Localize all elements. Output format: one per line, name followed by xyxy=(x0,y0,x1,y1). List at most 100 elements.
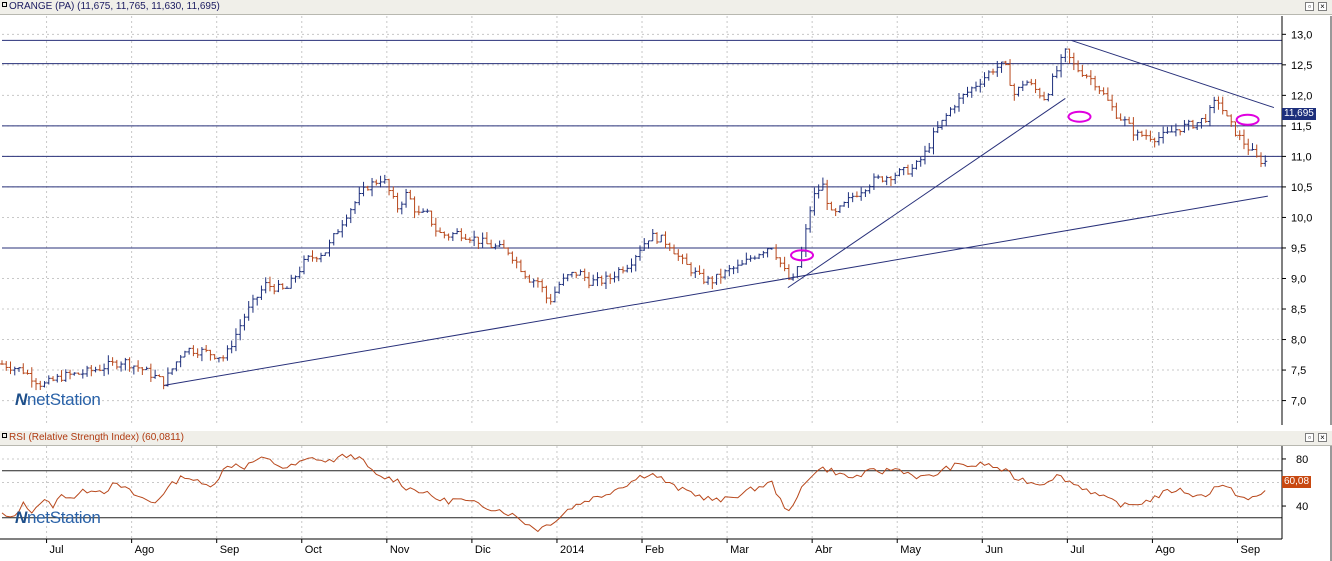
ohlc-bar xyxy=(446,233,451,241)
ohlc-bar xyxy=(922,145,927,165)
ohlc-bar xyxy=(1237,130,1242,141)
ohlc-bar xyxy=(582,268,587,282)
ohlc-bar xyxy=(404,188,409,208)
ohlc-bar xyxy=(982,72,987,87)
ohlc-bar xyxy=(1080,64,1085,77)
ohlc-bar xyxy=(833,208,838,217)
ohlc-bar xyxy=(59,370,64,382)
price-y-tick-label: 9,5 xyxy=(1291,243,1306,255)
x-tick-label: Jun xyxy=(985,544,1003,556)
ohlc-bar xyxy=(646,240,651,249)
ohlc-bar xyxy=(323,252,328,256)
ohlc-bar xyxy=(110,357,115,366)
ohlc-bar xyxy=(174,361,179,372)
price-panel-title: ORANGE (PA) (11,675, 11,765, 11,630, 11,… xyxy=(9,1,220,12)
ohlc-bar xyxy=(80,369,85,379)
restore-icon[interactable]: ▫ xyxy=(1305,433,1314,442)
ohlc-bar xyxy=(569,271,574,278)
ohlc-bar xyxy=(706,275,711,285)
ohlc-bar xyxy=(480,232,485,249)
ohlc-bar xyxy=(238,319,243,341)
close-icon[interactable]: × xyxy=(1318,2,1327,11)
x-tick-label: Ago xyxy=(1155,544,1175,556)
panel-icon xyxy=(2,2,7,7)
close-icon[interactable]: × xyxy=(1318,433,1327,442)
x-tick-label: Sep xyxy=(220,544,240,556)
ohlc-bar xyxy=(1093,75,1098,91)
ohlc-bar xyxy=(633,254,638,272)
ohlc-bar xyxy=(552,286,557,303)
panel-icon xyxy=(2,433,7,438)
price-y-tick-label: 7,5 xyxy=(1291,365,1306,377)
restore-icon[interactable]: ▫ xyxy=(1305,2,1314,11)
x-tick-label: Sep xyxy=(1240,544,1260,556)
ohlc-bar xyxy=(93,366,98,373)
rsi-panel-titlebar: RSI (Relative Strength Index) (60,0811) … xyxy=(0,431,1332,446)
ohlc-bar xyxy=(774,244,779,260)
ohlc-bar xyxy=(1012,83,1017,101)
ohlc-bar xyxy=(204,345,209,353)
highlight-ellipse xyxy=(1067,110,1092,123)
ohlc-bar xyxy=(586,272,591,289)
ohlc-bar xyxy=(42,381,47,388)
ohlc-bar xyxy=(157,374,162,378)
ohlc-bar xyxy=(106,355,111,375)
ohlc-bar xyxy=(697,265,702,275)
ohlc-bar xyxy=(408,189,413,200)
price-plot-area xyxy=(0,16,1282,425)
ohlc-bar xyxy=(629,258,634,273)
ohlc-bar xyxy=(195,348,200,358)
ohlc-bar xyxy=(531,278,536,288)
ohlc-bar xyxy=(472,230,477,247)
rsi-line xyxy=(1,453,1266,533)
ohlc-bar xyxy=(837,205,842,214)
trend-line xyxy=(1071,39,1275,109)
ohlc-bar xyxy=(672,244,677,255)
ohlc-bar xyxy=(1101,87,1106,95)
ohlc-bar xyxy=(433,217,438,237)
ohlc-bar xyxy=(761,250,766,258)
ohlc-bar xyxy=(399,201,404,215)
ohlc-bar xyxy=(233,328,238,352)
ohlc-bar xyxy=(991,68,996,75)
ohlc-bar xyxy=(178,355,183,368)
ohlc-bar xyxy=(689,262,694,277)
ohlc-bar xyxy=(518,259,523,273)
price-y-tick-label: 11,5 xyxy=(1291,121,1312,133)
ohlc-bar xyxy=(599,275,604,286)
ohlc-bar xyxy=(961,93,966,104)
ohlc-bar xyxy=(1105,87,1110,101)
last-rsi-tag: 60,08 xyxy=(1282,476,1312,489)
ohlc-bar xyxy=(786,264,791,281)
ohlc-bar xyxy=(680,254,685,265)
ohlc-bar xyxy=(374,179,379,186)
price-y-tick-label: 8,5 xyxy=(1291,304,1306,316)
ohlc-bar xyxy=(1122,116,1127,127)
ohlc-bar xyxy=(918,156,923,167)
ohlc-bar xyxy=(1033,79,1038,94)
x-tick-label: May xyxy=(900,544,921,556)
ohlc-bar xyxy=(416,205,421,216)
ohlc-bar xyxy=(501,239,506,249)
ohlc-bar xyxy=(1110,94,1115,111)
ohlc-bar xyxy=(140,367,145,376)
rsi-plot-area xyxy=(0,446,1282,539)
rsi-y-tick-label: 80 xyxy=(1296,454,1308,466)
ohlc-bar xyxy=(319,252,323,263)
ohlc-bar xyxy=(263,277,268,294)
last-price-tag: 11,695 xyxy=(1282,107,1316,120)
ohlc-bar xyxy=(153,369,158,379)
ohlc-bar xyxy=(255,296,260,306)
ohlc-bar xyxy=(859,187,864,201)
ohlc-bar xyxy=(259,285,264,300)
ohlc-bar xyxy=(684,253,689,265)
ohlc-bar xyxy=(642,238,647,251)
ohlc-bar xyxy=(1131,117,1136,141)
x-tick-label: Nov xyxy=(390,544,410,556)
ohlc-bar xyxy=(1212,96,1217,114)
ohlc-bar xyxy=(229,340,234,354)
ohlc-bar xyxy=(1258,152,1263,168)
ohlc-bar xyxy=(638,245,642,261)
ohlc-bar xyxy=(595,272,600,287)
ohlc-bar xyxy=(182,350,187,358)
